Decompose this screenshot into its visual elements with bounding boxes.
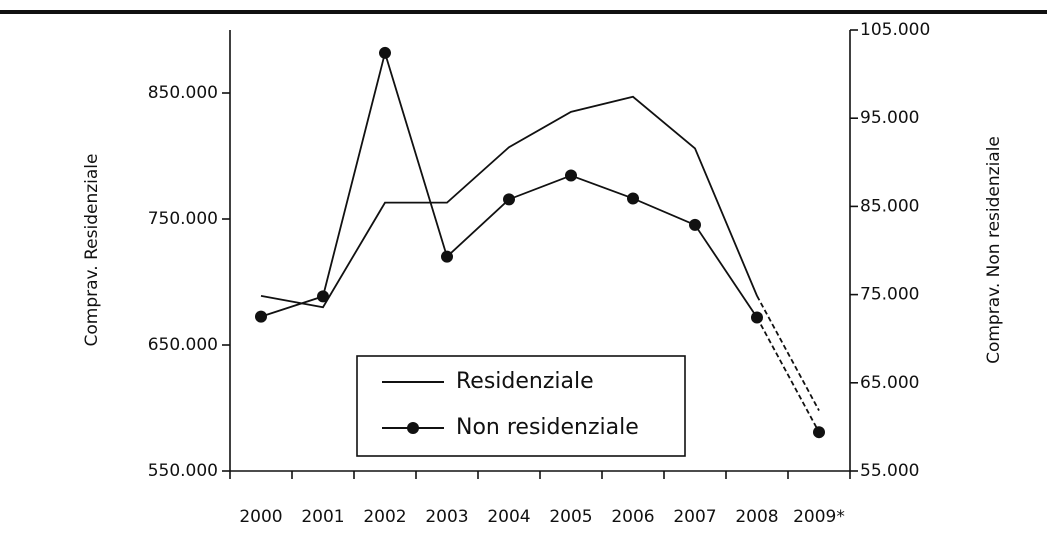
marker [813,426,825,439]
legend-label: Residenziale [456,369,594,394]
y2-axis-title: Comprav. Non residenziale [984,136,1004,364]
y2-tick-label: 105.000 [860,20,930,40]
series-line [260,95,758,309]
marker [751,311,763,324]
x-tick-label: 2008 [735,507,778,527]
y-tick-label: 850.000 [148,83,218,103]
y2-tick-label: 85.000 [860,196,919,216]
x-tick-label: 2002 [363,507,406,527]
legend-label: Non residenziale [456,415,639,440]
x-tick-label: 2009* [793,507,845,527]
projected-line [756,317,820,433]
y-tick-label: 550.000 [148,461,218,481]
y-tick-label: 750.000 [148,209,218,229]
y2-tick-label: 55.000 [860,461,919,481]
marker [255,310,267,323]
x-tick-label: 2001 [301,507,344,527]
projected-line [756,295,820,411]
x-tick-label: 2007 [673,507,716,527]
marker [627,192,639,205]
marker [565,169,577,182]
marker [379,46,391,59]
marker [441,250,453,263]
marker [689,218,701,231]
legend-marker [407,422,419,434]
x-tick-label: 2003 [425,507,468,527]
y2-tick-label: 95.000 [860,108,919,128]
x-tick-label: 2005 [549,507,592,527]
y2-tick-label: 75.000 [860,285,919,305]
series-line [260,49,758,319]
legend-box [356,355,686,457]
x-tick-label: 2004 [487,507,530,527]
y-tick-label: 650.000 [148,335,218,355]
y-axis-title: Comprav. Residenziale [82,154,102,347]
marker [503,193,515,206]
x-tick-label: 2006 [611,507,654,527]
y2-tick-label: 65.000 [860,373,919,393]
marker [317,290,329,303]
x-tick-label: 2000 [239,507,282,527]
